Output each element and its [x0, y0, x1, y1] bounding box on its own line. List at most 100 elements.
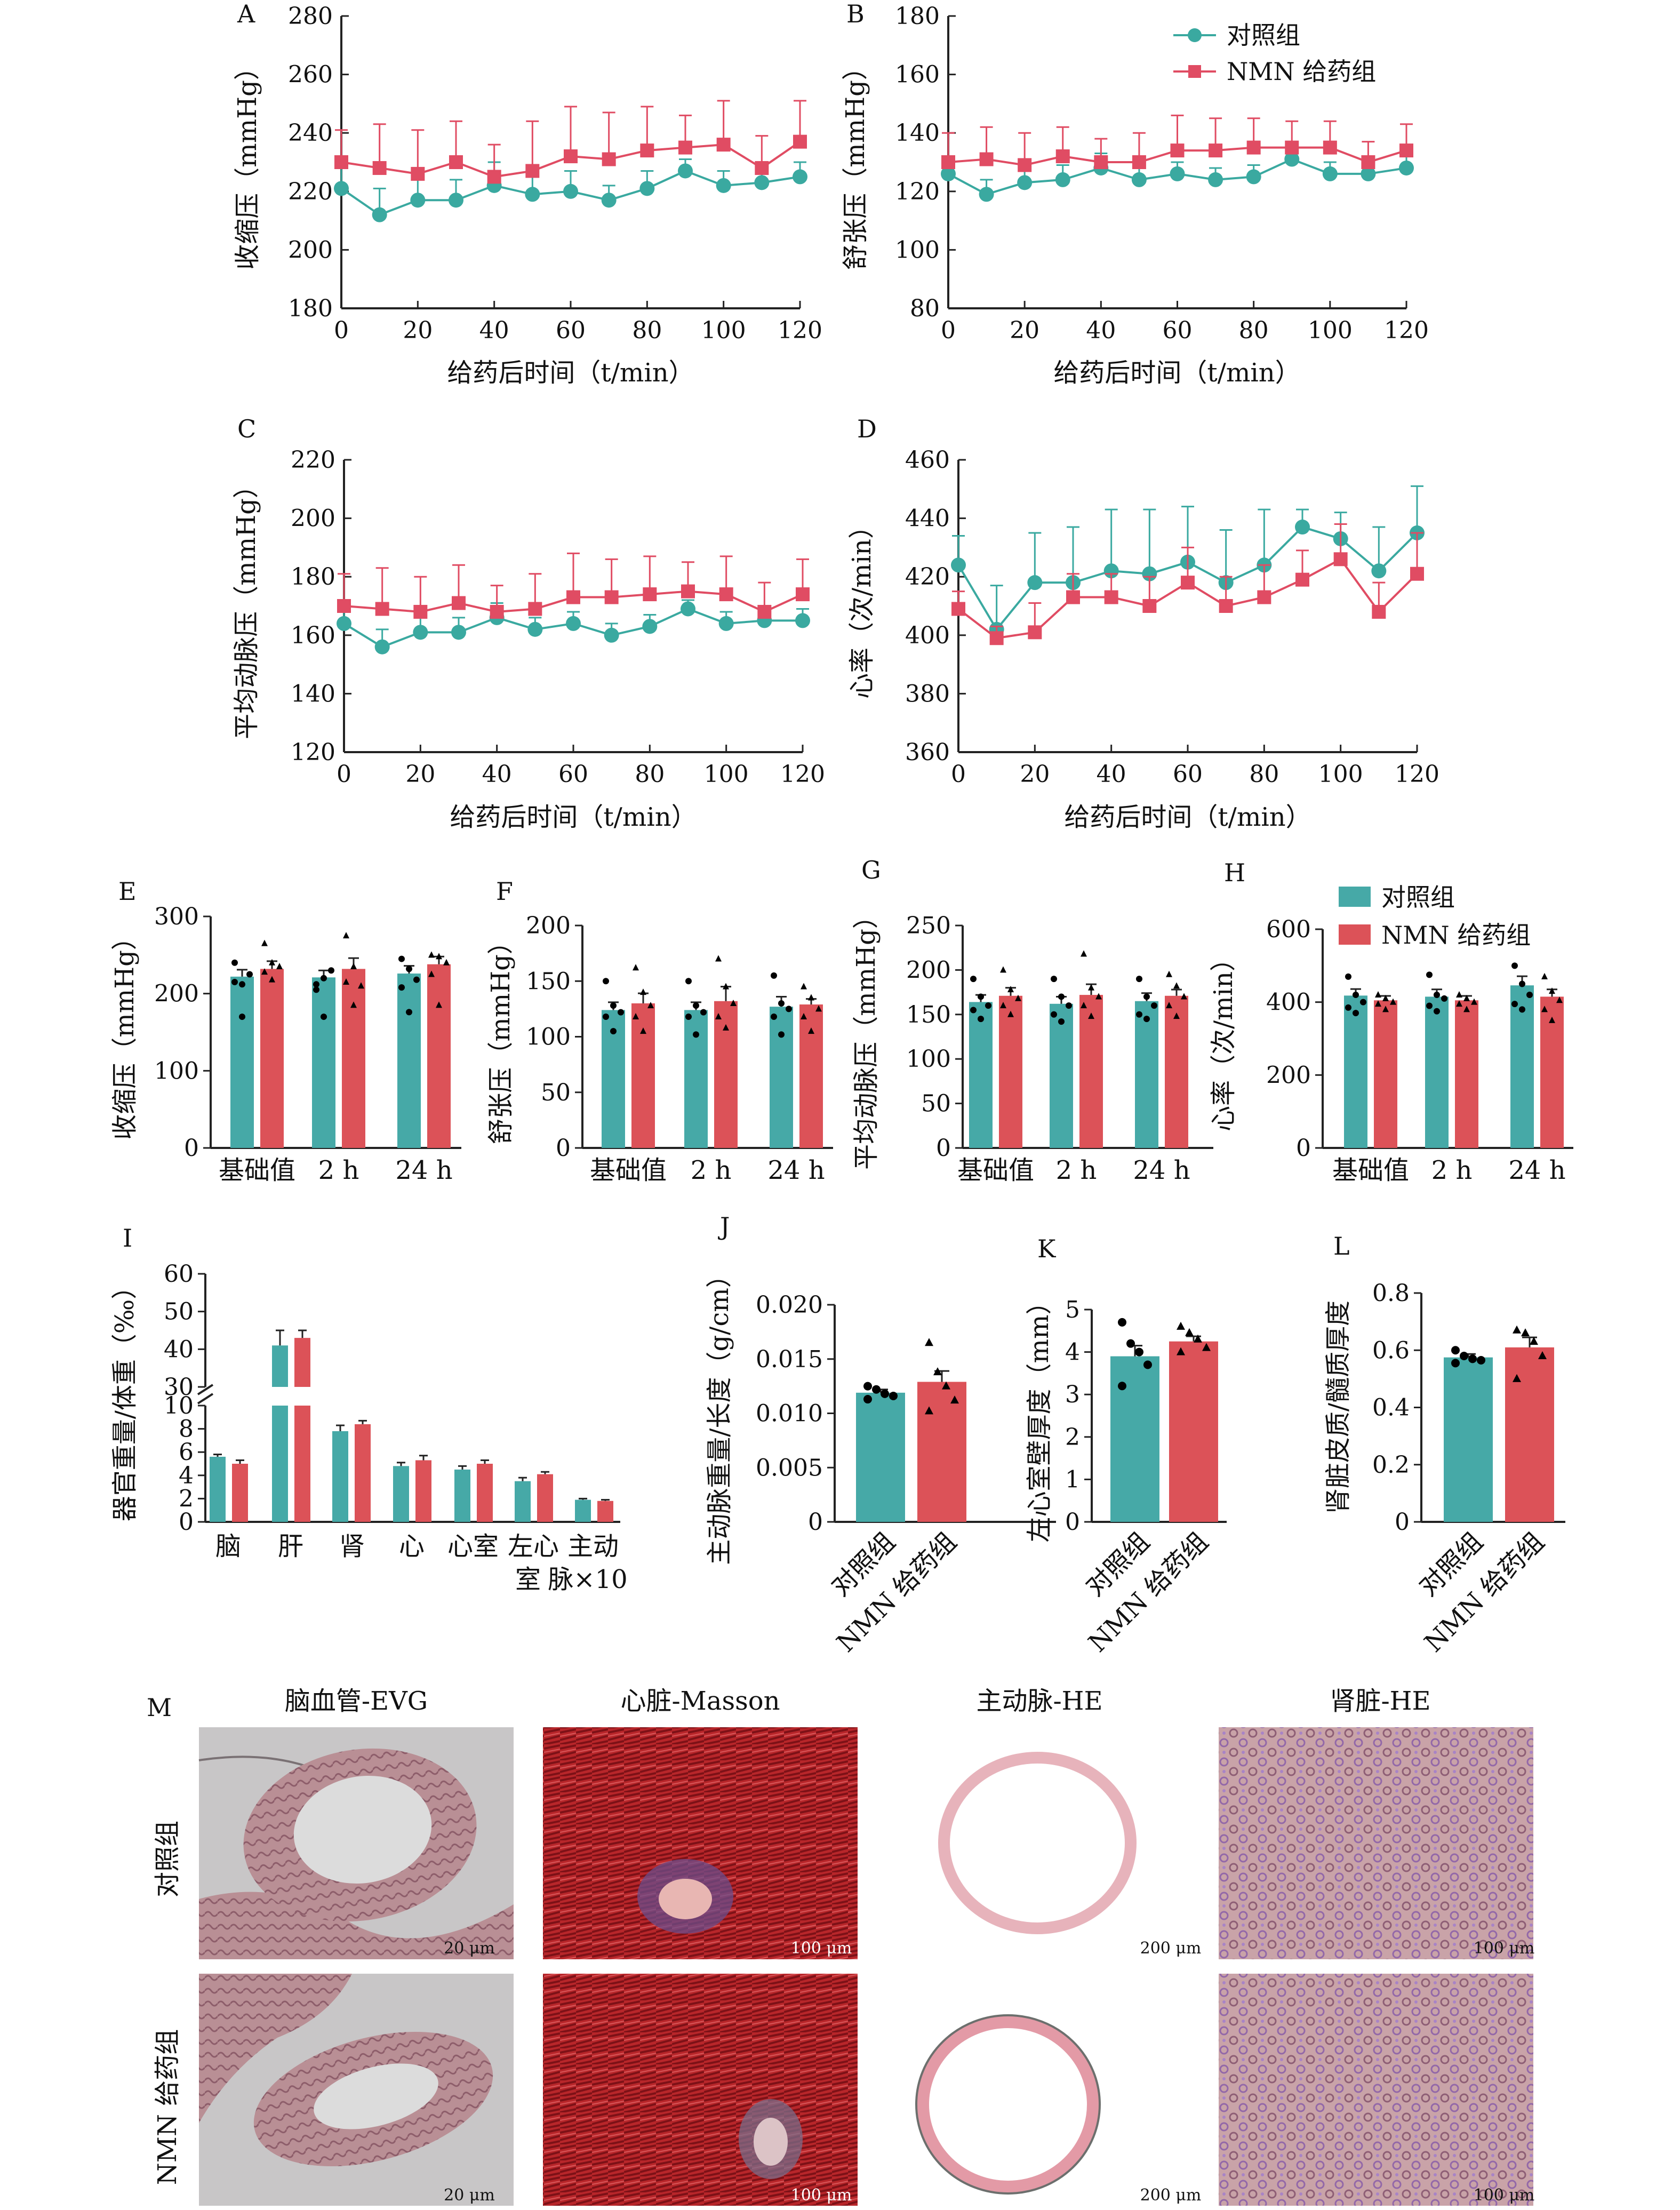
y-axis-title: 平均动脉压（mmHg） [851, 903, 881, 1170]
data-triangle [1375, 991, 1381, 998]
data-point-nmn [487, 170, 501, 184]
data-triangle [1463, 1006, 1470, 1012]
data-triangle [1173, 1012, 1180, 1019]
x-tick-label: 40 [479, 317, 509, 344]
data-dot [1345, 973, 1351, 980]
data-triangle [1538, 1351, 1547, 1359]
x-tick-label: 80 [632, 317, 662, 344]
data-dot [1143, 1360, 1152, 1369]
bar-control [210, 1456, 226, 1522]
data-dot [771, 1013, 777, 1020]
data-point-nmn [1055, 149, 1070, 164]
data-triangle [1521, 1328, 1530, 1337]
data-dot [1126, 1339, 1135, 1348]
data-triangle [1549, 1016, 1555, 1023]
data-dot [603, 1013, 609, 1020]
axis-break-mark [197, 1393, 214, 1405]
y-tick-label: 60 [164, 1260, 194, 1288]
bar-nmn [1169, 1341, 1218, 1522]
y-tick-label: 0 [808, 1509, 823, 1536]
y-tick-label: 280 [288, 3, 333, 30]
data-point-control [1371, 563, 1387, 579]
data-point-nmn [951, 602, 965, 616]
scalebar-kidney-control: 100 μm [1474, 1939, 1535, 1958]
data-point-control [1027, 575, 1043, 591]
micro-heart-nmn: 100 μm [543, 1974, 858, 2206]
bar-lower-control [272, 1406, 288, 1522]
data-point-nmn [941, 155, 955, 169]
x-category-label: 基础值 [219, 1155, 295, 1185]
data-triangle [350, 963, 357, 970]
x-tick-label: 60 [558, 761, 588, 788]
x-tick-label: 80 [635, 761, 665, 788]
y-tick-label: 40 [164, 1336, 194, 1363]
data-dot [413, 976, 420, 983]
data-triangle [1007, 1010, 1014, 1017]
chart-map-bars: 0 50 100 150 200 250 平均动脉压（mmHg） 基础值 2 h 24 h [851, 903, 1213, 1185]
data-triangle [1095, 993, 1102, 1000]
data-dot [978, 993, 984, 1000]
data-dot [603, 978, 609, 985]
data-dot [239, 981, 245, 988]
bar-nmn [631, 1003, 655, 1148]
y-tick-label: 400 [1266, 989, 1311, 1016]
bar-nmn [714, 1001, 738, 1148]
panel-label-c: C [237, 414, 256, 443]
data-triangle [715, 955, 722, 962]
y-tick-label: 180 [288, 295, 333, 322]
bar-nmn [799, 1004, 823, 1148]
data-triangle [1194, 1334, 1202, 1343]
data-triangle [801, 983, 807, 990]
x-category-label: 24 h [1133, 1155, 1190, 1185]
y-tick-label: 0.010 [756, 1400, 823, 1427]
data-point-nmn [643, 587, 657, 602]
data-dot [406, 1009, 412, 1016]
data-triangle [261, 939, 268, 946]
data-point-control [1142, 566, 1157, 581]
data-point-nmn [793, 134, 807, 149]
scalebar-aorta-nmn: 200 μm [1140, 2186, 1202, 2205]
data-point-nmn [337, 599, 351, 613]
x-category-label: 主动脉×10 [548, 1531, 627, 1594]
data-dot [313, 986, 319, 993]
data-point-control [1322, 166, 1338, 181]
data-triangle [933, 1367, 942, 1376]
bar-nmn [537, 1474, 553, 1522]
y-tick-label: 440 [905, 505, 950, 532]
panel-label-a: A [237, 0, 255, 28]
bar-nmn [1079, 995, 1103, 1148]
data-dot [1051, 976, 1057, 983]
data-triangle [1390, 998, 1396, 1005]
x-category-label: 2 h [1431, 1155, 1473, 1185]
data-point-nmn [719, 587, 733, 602]
y-tick-label: 300 [154, 903, 199, 930]
data-point-nmn [1028, 625, 1042, 640]
scalebar-brain-nmn: 20 μm [444, 2186, 495, 2205]
bar-control [1444, 1357, 1493, 1522]
data-point-control [374, 639, 390, 655]
chart-diastolic-bars: 0 50 100 150 200 舒张压（mmHg） 基础值 2 h 24 h [486, 912, 833, 1185]
legend-control-bar-label: 对照组 [1381, 883, 1455, 912]
x-category-label-part: 心 [399, 1531, 425, 1561]
legend-control-swatch [1339, 887, 1371, 907]
data-triangle [1471, 998, 1477, 1005]
y-tick-label: 1 [1065, 1466, 1080, 1493]
data-dot [1345, 1004, 1351, 1011]
bar-nmn [999, 995, 1022, 1148]
data-triangle [950, 1395, 959, 1404]
data-point-nmn [681, 584, 695, 599]
x-tick-label: 120 [1384, 317, 1429, 344]
bar-nmn [427, 964, 451, 1148]
bar-lower-nmn [294, 1406, 310, 1522]
data-point-control [678, 163, 693, 179]
data-point-control [451, 625, 466, 640]
data-point-control [642, 619, 658, 634]
x-tick-label: 20 [403, 317, 433, 344]
data-point-control [1170, 166, 1185, 181]
data-point-nmn [1399, 143, 1413, 158]
bar-nmn [1374, 1000, 1397, 1148]
data-triangle [1166, 1002, 1172, 1009]
data-point-control [372, 207, 387, 222]
data-triangle [1541, 1006, 1548, 1012]
legend-nmn-label: NMN 给药组 [1227, 57, 1376, 86]
